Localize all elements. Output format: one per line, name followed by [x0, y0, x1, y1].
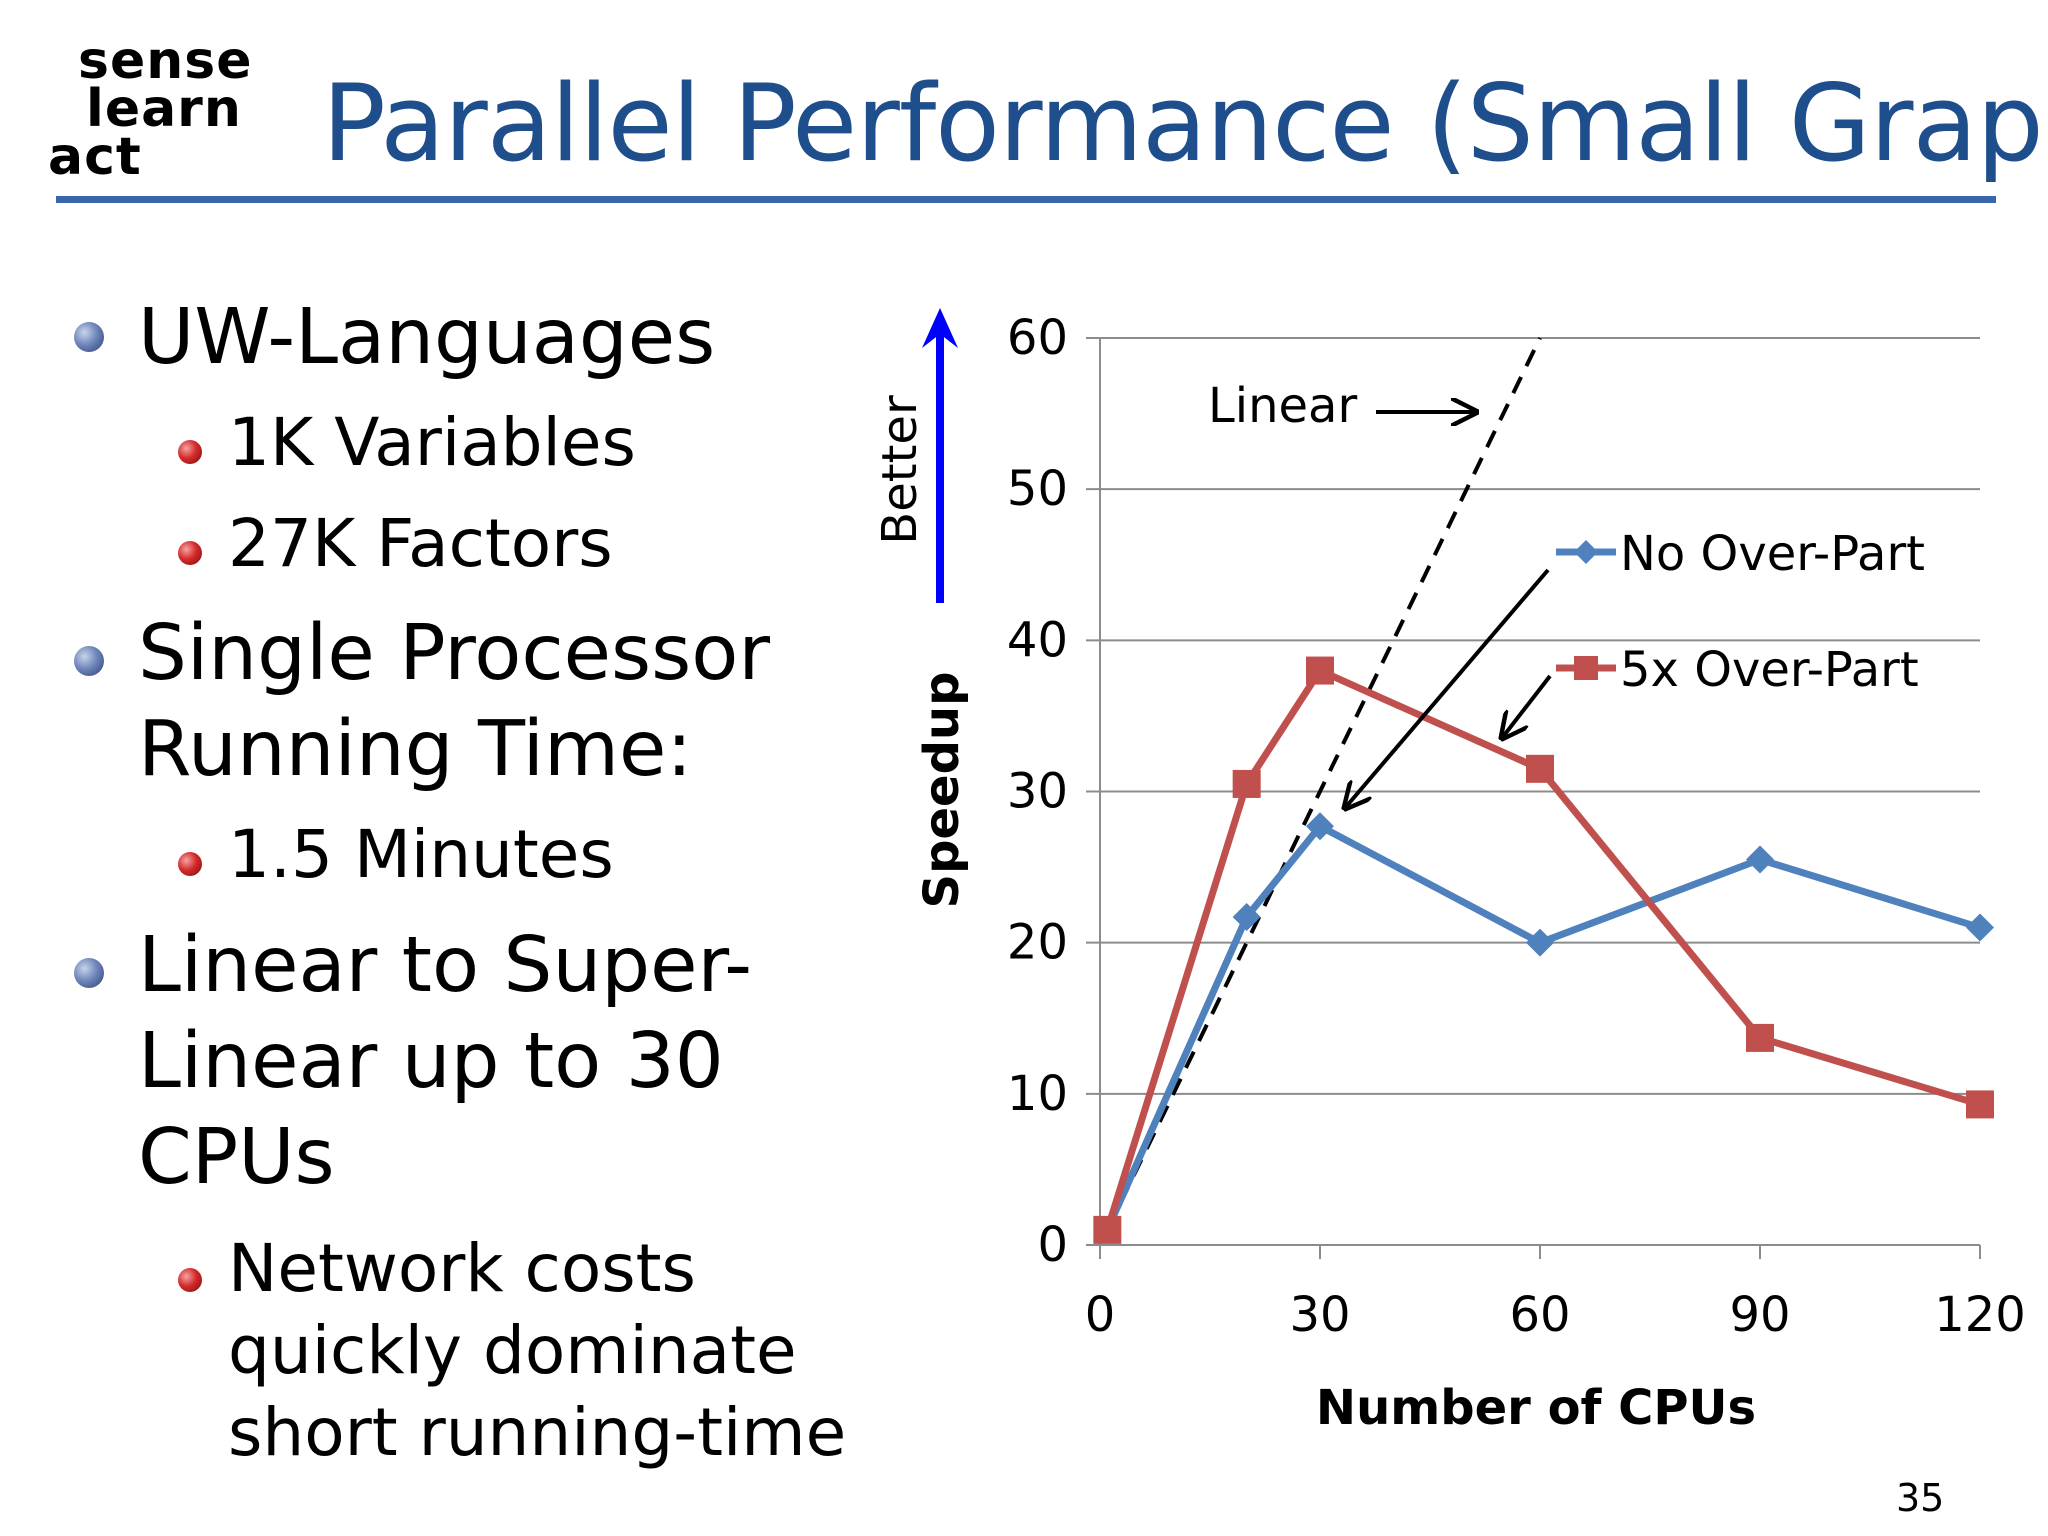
sub-bullet-network-line3: short running-time	[228, 1394, 847, 1471]
data-point-no-over-3	[1526, 928, 1554, 957]
y-tick-label-20: 20	[1007, 915, 1068, 971]
x-tick-label-90: 90	[1729, 1287, 1790, 1343]
sub-bullet-factors: 27K Factors	[228, 505, 613, 582]
y-axis-title: Speedup	[914, 672, 970, 909]
y-tick-label-60: 60	[1007, 310, 1068, 366]
logo: sense learn act	[48, 35, 278, 183]
x-axis-title: Number of CPUs	[1316, 1380, 1756, 1436]
linear-label: Linear	[1208, 378, 1357, 434]
x-tick-labels: 0 30 60 90 120	[1085, 1287, 2026, 1343]
y-tick-label-10: 10	[1007, 1066, 1068, 1122]
series-line-no-over-part	[1104, 822, 1982, 1232]
bullet-dot	[74, 322, 104, 352]
x-tick-label-0: 0	[1085, 1287, 1116, 1343]
series-layer	[1093, 337, 1994, 1244]
sub-bullet-minutes: 1.5 Minutes	[228, 816, 614, 893]
legend-5x-over-label: 5x Over-Part	[1620, 642, 1919, 698]
x-tick-label-60: 60	[1509, 1287, 1570, 1343]
data-point-no-over-2	[1306, 812, 1334, 841]
y-tick-label-30: 30	[1007, 764, 1068, 820]
bullet-single-processor-line1: Single Processor	[138, 609, 771, 698]
bullet-dot	[74, 958, 104, 988]
sub-bullet-dot	[178, 440, 202, 464]
logo-text-act: act	[48, 126, 142, 187]
data-point-5x-over-0	[1093, 1215, 1122, 1244]
data-point-no-over-1	[1232, 902, 1261, 931]
bullet-linear-line1: Linear to Super-	[138, 921, 753, 1010]
data-point-5x-over-4	[1746, 1023, 1774, 1052]
data-point-5x-over-3	[1526, 754, 1554, 783]
bullet-uw-languages: UW-Languages	[138, 293, 716, 382]
y-tick-label-40: 40	[1007, 612, 1068, 668]
better-label: Better	[872, 395, 928, 545]
data-point-no-over-5	[1966, 913, 1994, 942]
x-tick-label-30: 30	[1289, 1287, 1350, 1343]
data-point-5x-over-2	[1306, 656, 1334, 685]
data-point-no-over-4	[1746, 845, 1774, 874]
grid-lines	[1086, 337, 1981, 1259]
sub-bullet-network-line1: Network costs	[228, 1230, 696, 1307]
logo-line-sense: sense	[48, 35, 278, 87]
x-tick-label-120: 120	[1934, 1287, 2026, 1343]
logo-line-learn: learn	[48, 83, 278, 135]
legend-no-over-label: No Over-Part	[1620, 526, 1925, 582]
y-tick-labels: 0 10 20 30 40 50 60	[1007, 310, 1068, 1273]
sub-bullet-dot	[178, 541, 202, 565]
logo-text-sense: sense	[78, 31, 253, 91]
logo-text-learn: learn	[86, 78, 242, 139]
bullet-dot	[74, 646, 104, 676]
linear-reference-line	[1105, 337, 1542, 1231]
slide-title: Parallel Performance (Small Graph)	[322, 62, 2048, 185]
no-over-pointer-arrow	[1345, 568, 1550, 808]
data-point-5x-over-1	[1232, 769, 1261, 798]
logo-line-act: act	[48, 131, 278, 183]
page-number: 35	[1896, 1476, 1945, 1520]
sub-bullet-dot	[178, 1268, 202, 1292]
sub-bullet-network-line2: quickly dominate	[228, 1312, 797, 1389]
bullet-single-processor-line2: Running Time:	[138, 705, 693, 794]
y-tick-label-50: 50	[1007, 461, 1068, 517]
legend-no-over-marker	[1574, 540, 1598, 564]
bullet-linear-line3: CPUs	[138, 1113, 335, 1202]
sub-bullet-variables: 1K Variables	[228, 404, 636, 481]
legend-5x-over-marker	[1574, 656, 1598, 680]
series-line-5x-over-part	[1103, 667, 1982, 1231]
sub-bullet-dot	[178, 852, 202, 876]
5x-over-pointer-arrow	[1502, 674, 1552, 738]
better-arrow-head	[922, 308, 958, 348]
title-divider	[56, 196, 1996, 203]
data-point-5x-over-5	[1966, 1090, 1994, 1119]
y-tick-label-0: 0	[1037, 1217, 1068, 1273]
bullet-linear-line2: Linear up to 30	[138, 1017, 724, 1106]
